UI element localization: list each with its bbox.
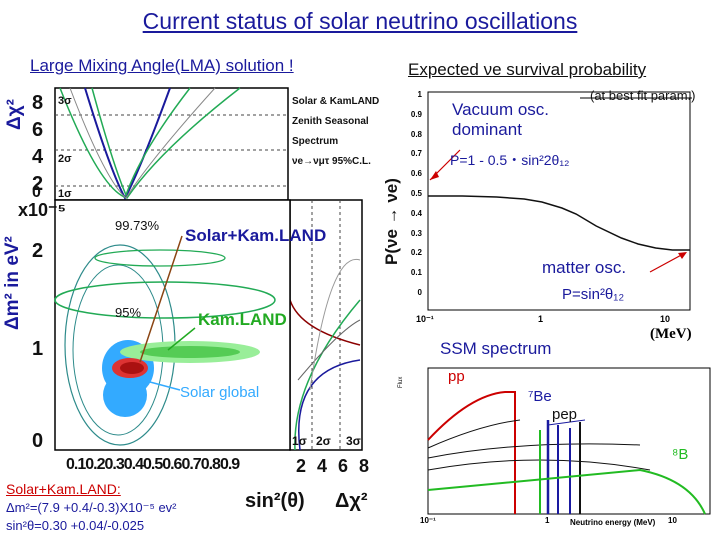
chi2-y-ticks: 8 6 4 2 [32, 92, 44, 195]
survival-x-tick-0: 10⁻¹ [416, 314, 434, 324]
survival-curve [428, 195, 690, 251]
contour-label-95: 95% [115, 305, 142, 320]
result-heading: Solar+Kam.LAND: [6, 481, 121, 497]
vacuum-formula: P=1 - 0.5・sin²2θ₁₂ [450, 152, 570, 168]
callout-solar-global: Solar global [180, 384, 260, 401]
dm2-axis-label: Δm² in eV² [2, 236, 23, 330]
ssm-heading: SSM spectrum [440, 339, 552, 358]
dm2-exponent: x10⁻⁵ [18, 200, 66, 220]
slide-title: Current status of solar neutrino oscilla… [142, 8, 578, 34]
sigma-3: 3σ [58, 95, 72, 107]
side-chi2-panel [289, 199, 363, 451]
ssm-panel [427, 367, 711, 515]
ssm-pp-label: pp [448, 368, 465, 385]
contour-label-9973: 99.73% [115, 218, 160, 233]
chi2-zero-tick: 0 [32, 184, 41, 201]
ssm-b8-label: ⁸B [672, 446, 689, 463]
survival-y-label: P(νe → νe) [382, 178, 401, 265]
best-fit-note: (at best fit param.) [590, 88, 696, 103]
sin2-x-label: sin²(θ) [245, 490, 305, 512]
ssm-x-tick-2: 10 [668, 516, 677, 525]
chi2-x-ticks: 2 4 6 8 [296, 456, 370, 476]
ssm-pep-label: pep [552, 406, 578, 423]
result-sin2: sin²θ=0.30 +0.04/-0.025 [6, 518, 145, 533]
callout-solar-kamland: Solar+Kam.LAND [185, 226, 327, 245]
vacuum-label: Vacuum osc. dominant [452, 100, 550, 139]
ssm-y-label: Flux [398, 376, 404, 388]
ssm-x-label: Neutrino energy (MeV) [570, 518, 656, 527]
chi2-panel [54, 87, 289, 201]
side-sigma-2: 2σ [316, 434, 331, 448]
ssm-x-tick-1: 1 [545, 516, 550, 525]
sigma-2: 2σ [58, 153, 72, 165]
lma-heading: Large Mixing Angle(LMA) solution ! [30, 56, 294, 75]
survival-x-tick-2: 10 [660, 314, 671, 324]
survival-x-tick-1: 1 [538, 314, 544, 324]
side-sigma-1: 1σ [292, 434, 307, 448]
matter-formula: P=sin²θ₁₂ [562, 286, 625, 303]
matter-label: matter osc. [542, 258, 627, 277]
chi2-x-label: Δχ² [335, 490, 368, 512]
dm2-tick-1: 1 [32, 338, 44, 360]
dm2-tick-2: 2 [32, 240, 44, 262]
survival-heading: Expected νe survival probability [408, 60, 647, 79]
mev-unit: (MeV) [650, 326, 692, 342]
ssm-be7-label: ⁷Be [528, 388, 552, 405]
ssm-x-tick-0: 10⁻¹ [420, 516, 436, 525]
survival-y-ticks: 1 0.9 0.8 0.7 0.6 0.5 0.4 0.3 0.2 0.1 0 [410, 90, 422, 297]
callout-kamland: Kam.LAND [198, 310, 287, 329]
sin2-x-ticks: 0.10.20.30.40.50.60.70.80.9 [66, 456, 240, 473]
sigma-1: 1σ [58, 188, 72, 200]
left-legend: Solar & KamLAND Zenith Seasonal Spectrum… [292, 96, 380, 167]
chi2-axis-label: Δχ² [4, 99, 25, 130]
side-sigma-3: 3σ [346, 434, 361, 448]
contour-panel [54, 199, 291, 451]
survival-panel [427, 91, 692, 311]
result-dm2: Δm²=(7.9 +0.4/-0.3)X10⁻⁵ ev² [6, 500, 177, 515]
dm2-tick-0: 0 [32, 430, 44, 452]
